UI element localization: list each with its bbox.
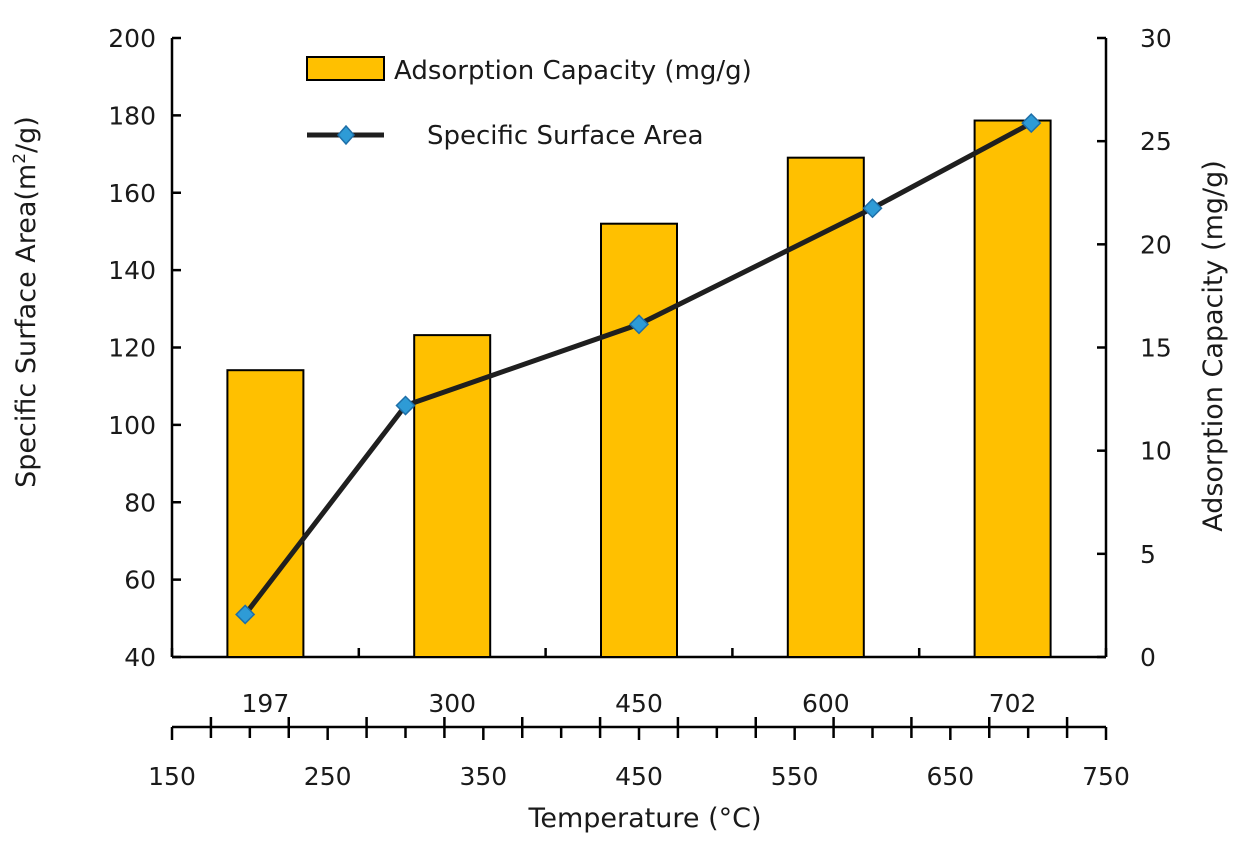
temperature-tick-label: 350	[459, 762, 507, 791]
left-tick-label: 60	[124, 566, 156, 595]
temperature-tick-label: 250	[304, 762, 352, 791]
left-tick-label: 200	[108, 24, 156, 53]
temperature-tick-label: 150	[148, 762, 196, 791]
bar	[226, 369, 305, 658]
left-tick-label: 160	[108, 179, 156, 208]
right-tick-label: 5	[1140, 540, 1156, 569]
bar	[600, 222, 678, 658]
temperature-tick-label: 450	[615, 762, 663, 791]
right-tick-label: 30	[1140, 24, 1172, 53]
line-marker	[395, 395, 416, 416]
legend-line-label: Specific Surface Area	[427, 121, 704, 151]
left-tick-label: 120	[108, 334, 156, 363]
legend-line-marker	[336, 124, 356, 146]
left-tick-label: 180	[108, 101, 156, 130]
right-tick-label: 20	[1140, 230, 1172, 259]
right-tick-label: 15	[1140, 334, 1172, 363]
category-tick-label: 300	[428, 689, 476, 718]
right-tick-label: 25	[1140, 127, 1172, 156]
category-tick-label: 600	[802, 689, 850, 718]
left-axis-title: Specific Surface Area(m2/g)	[10, 116, 42, 488]
legend-bar-label: Adsorption Capacity (mg/g)	[394, 56, 752, 86]
right-axis-ticks: 0 5 10 15 20 25 30	[1097, 24, 1172, 672]
temperature-tick-label: 550	[771, 762, 819, 791]
superscript-2: 2	[10, 153, 30, 164]
temperature-tick-label: 650	[926, 762, 974, 791]
left-tick-label: 100	[108, 411, 156, 440]
bar	[413, 334, 492, 658]
temperature-tick-label: 750	[1082, 762, 1130, 791]
bar	[973, 119, 1052, 659]
right-axis-title: Adsorption Capacity (mg/g)	[1198, 160, 1229, 532]
line-marker	[862, 198, 883, 219]
right-tick-label: 10	[1140, 437, 1172, 466]
legend: Adsorption Capacity (mg/g) Specific Surf…	[306, 56, 752, 151]
left-axis-ticks: 40 60 80 100 120 140 160 180 200	[108, 24, 181, 672]
category-tick-label: 450	[615, 689, 663, 718]
category-tick-label: 702	[989, 689, 1037, 718]
category-axis-ticks: 197 300 450 600 702	[170, 648, 1108, 718]
line-marker	[628, 314, 650, 335]
left-tick-label: 140	[108, 256, 156, 285]
bar-series	[226, 119, 1052, 659]
temperature-axis-ticks: 150 250 350 450 550 650 750	[148, 717, 1130, 791]
line-series	[235, 113, 1042, 625]
line-marker	[1021, 113, 1042, 134]
left-tick-label: 80	[124, 488, 156, 517]
line-marker	[235, 604, 256, 625]
right-tick-label: 0	[1140, 643, 1156, 672]
bar	[786, 156, 865, 658]
legend-bar-swatch	[306, 56, 385, 81]
x-axis-title: Temperature (°C)	[527, 803, 761, 834]
left-tick-label: 40	[124, 643, 156, 672]
category-tick-label: 197	[242, 689, 290, 718]
